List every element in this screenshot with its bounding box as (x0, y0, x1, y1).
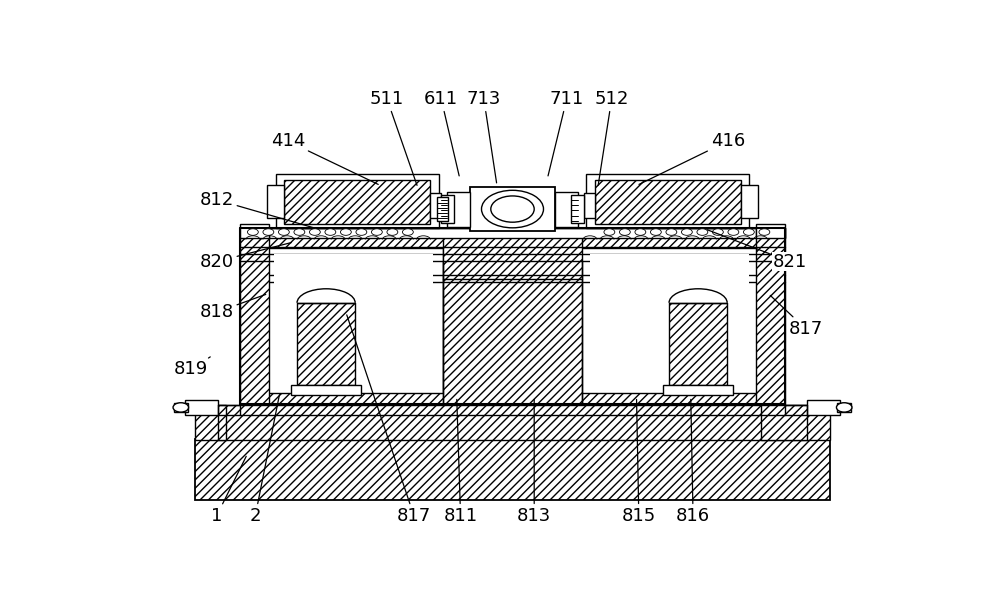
Bar (218, 404, 807, 440)
Bar (174, 403, 188, 412)
Bar (741, 185, 758, 219)
Bar (807, 400, 840, 415)
Circle shape (482, 190, 544, 228)
Text: 813: 813 (517, 400, 551, 525)
Text: 416: 416 (639, 132, 745, 185)
Bar (756, 224, 785, 238)
Text: 711: 711 (548, 90, 584, 176)
Bar (274, 253, 433, 387)
Circle shape (712, 229, 723, 235)
Text: 817: 817 (347, 315, 431, 525)
Circle shape (294, 229, 305, 235)
Circle shape (635, 229, 646, 235)
Circle shape (604, 229, 615, 235)
Bar (195, 404, 226, 440)
Circle shape (759, 229, 770, 235)
Circle shape (278, 229, 289, 235)
Circle shape (340, 229, 351, 235)
Bar (185, 400, 218, 415)
Text: 816: 816 (676, 400, 710, 525)
Bar (195, 439, 830, 500)
Text: 511: 511 (370, 90, 417, 185)
Text: 811: 811 (444, 400, 478, 525)
Text: 512: 512 (595, 90, 629, 185)
Bar (584, 192, 595, 219)
Bar (284, 180, 430, 224)
Circle shape (387, 229, 398, 235)
Text: 817: 817 (770, 295, 823, 337)
Text: 820: 820 (199, 242, 291, 270)
Bar (291, 385, 361, 395)
Circle shape (247, 229, 258, 235)
Bar (447, 192, 470, 227)
Text: 1: 1 (211, 456, 246, 525)
Bar (555, 192, 578, 227)
Bar (756, 228, 785, 404)
Circle shape (681, 229, 692, 235)
Bar (240, 228, 785, 238)
Text: 821: 821 (707, 230, 807, 270)
Text: 611: 611 (424, 90, 459, 176)
Circle shape (356, 229, 367, 235)
Circle shape (666, 229, 677, 235)
Bar (297, 303, 355, 385)
Bar (571, 195, 584, 223)
Text: 414: 414 (271, 132, 378, 185)
Bar (669, 303, 727, 385)
Bar (586, 174, 749, 228)
Circle shape (491, 196, 534, 222)
Bar (837, 403, 851, 412)
Bar (276, 174, 439, 228)
Bar (240, 228, 269, 404)
Circle shape (371, 229, 382, 235)
Circle shape (728, 229, 739, 235)
Bar (240, 238, 785, 404)
Bar (443, 238, 582, 404)
Text: 713: 713 (467, 90, 501, 183)
Bar (470, 186, 555, 231)
Bar (761, 404, 830, 440)
Circle shape (309, 229, 320, 235)
Text: 815: 815 (622, 400, 656, 525)
Circle shape (650, 229, 661, 235)
Circle shape (619, 229, 630, 235)
Circle shape (263, 229, 274, 235)
Bar (437, 197, 448, 221)
Circle shape (836, 403, 852, 412)
Bar (581, 247, 759, 393)
Bar (590, 253, 749, 387)
Circle shape (743, 229, 754, 235)
Circle shape (325, 229, 336, 235)
Bar (441, 195, 454, 223)
Circle shape (402, 229, 413, 235)
Bar (430, 192, 441, 219)
Text: 819: 819 (174, 357, 210, 378)
Text: 812: 812 (199, 191, 315, 228)
Text: 2: 2 (249, 395, 279, 525)
Circle shape (173, 403, 189, 412)
Bar (663, 385, 733, 395)
Bar (240, 224, 269, 238)
Bar (595, 180, 741, 224)
Bar (264, 247, 443, 393)
Bar (267, 185, 284, 219)
Text: 818: 818 (199, 294, 266, 321)
Circle shape (697, 229, 708, 235)
